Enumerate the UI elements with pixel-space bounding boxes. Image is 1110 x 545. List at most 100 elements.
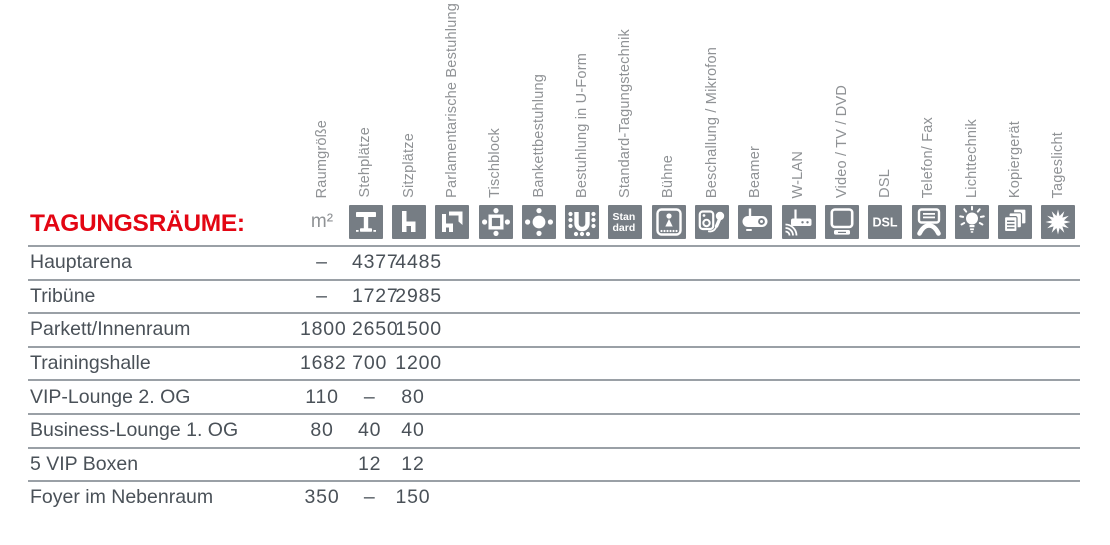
table-row: Business-Lounge 1. OG 80 40 40 [28,412,1080,447]
table-row: VIP-Lounge 2. OG 110 – 80 [28,379,1080,413]
stage-icon [651,205,686,239]
column-header-chair: Sitzplätze [387,0,430,245]
value-cell: 12 [401,452,425,475]
standing-table-icon [348,205,383,239]
column-header-copier: Kopiergerät [993,0,1036,245]
value-cell: 1727 [352,284,399,307]
value-cell: 150 [395,486,431,509]
room-name: Trainingshalle [30,352,151,375]
table-row: Foyer im Nebenraum 350–150 [28,480,1080,514]
value-cell: 1800 [300,318,347,341]
room-name: Hauptarena [30,251,132,274]
column-header-fax-phone: Telefon/ Fax [907,0,950,245]
column-label: Stehplätze [357,127,374,198]
column-header-standard-badge: Standard-Tagungstechnik Stan dard [604,0,647,245]
column-label: DSL [876,169,893,198]
value-cell: – [316,251,328,274]
column-header-standing-table: Stehplätze [344,0,387,245]
fax-phone-icon [911,205,946,239]
column-label: Video / TV / DVD [833,84,850,198]
column-label: Tageslicht [1050,131,1067,198]
table-row: Tribüne – 1727 2985 [28,278,1080,313]
value-cell: 4485 [395,251,442,274]
column-label: Kopiergerät [1006,120,1023,198]
value-cell: – [363,385,376,408]
value-cell: 1682 [300,352,347,375]
room-name: 5 VIP Boxen [30,452,139,475]
value-cell: 2985 [395,284,442,307]
value-cell: – [363,486,376,509]
page-title: TAGUNGSRÄUME: [30,209,245,237]
column-header-projector: Beamer [734,0,777,245]
column-header-dsl-badge: DSL DSL [864,0,907,245]
copier-icon [998,205,1033,239]
column-header-speaker-microphone: Beschallung / Mikrofon [690,0,733,245]
column-header-banquet-table: Bankettbestuhlung [517,0,560,245]
table-block-icon [478,205,513,239]
column-header-stage: Bühne [647,0,690,245]
u-form-icon [565,205,600,239]
column-label: Raumgröße [313,119,330,198]
room-name: VIP-Lounge 2. OG [30,385,191,408]
svg-text:Stan: Stan [613,211,636,223]
meeting-rooms-table: TAGUNGSRÄUME: Raumgröße m² Stehplätze Sitzp… [28,0,1080,514]
value-cell: 700 [352,352,388,375]
value-cell: 4377 [352,251,399,274]
value-cell: 12 [358,452,382,475]
svg-text:DSL: DSL [873,216,898,230]
light-bulb-icon [954,205,989,239]
value-cell: 2650 [352,318,399,341]
sun-icon [1041,205,1076,239]
column-label: Bühne [660,155,677,198]
column-header-wifi-router: W-LAN [777,0,820,245]
column-label: Bankettbestuhlung [530,74,547,198]
column-label: Sitzplätze [400,133,417,198]
table-body: Hauptarena – 4377 4485 Tribüne – 1727 2985 Parke… [28,245,1080,514]
unit-m2-label: m² [310,211,334,232]
column-label: Parlamentarische Bestuhlung [443,3,460,198]
column-header-chair-desk: Parlamentarische Bestuhlung [431,0,474,245]
projector-icon [738,205,773,239]
value-cell: 1200 [395,352,442,375]
column-header-monitor: Video / TV / DVD [820,0,863,245]
room-name: Business-Lounge 1. OG [30,419,239,442]
column-label: Beamer [747,146,764,198]
room-name: Foyer im Nebenraum [30,486,214,509]
column-label: Bestuhlung in U-Form [573,52,590,198]
column-label: Tischblock [487,128,504,198]
column-header-area-unit: Raumgröße m² [300,0,344,245]
speaker-microphone-icon [695,205,730,239]
value-cell: 1500 [395,318,442,341]
chair-desk-icon [435,205,470,239]
dsl-badge-icon: DSL [868,205,903,239]
value-cell: 80 [310,419,334,442]
column-header-light-bulb: Lichttechnik [950,0,993,245]
title-cell: TAGUNGSRÄUME: [28,0,300,245]
value-cell: 80 [401,385,425,408]
room-name: Parkett/Innenraum [30,318,191,341]
chair-icon [391,205,426,239]
column-label: Telefon/ Fax [920,116,937,198]
standard-badge-icon: Standard [608,205,643,239]
column-label: Beschallung / Mikrofon [703,46,720,198]
table-row: 5 VIP Boxen 12 12 [28,446,1080,481]
value-cell: 350 [304,486,340,509]
value-cell: 110 [305,385,339,408]
value-cell: 40 [401,419,425,442]
wifi-router-icon [781,205,816,239]
column-header-sun: Tageslicht [1037,0,1080,245]
banquet-table-icon [521,205,556,239]
value-cell: – [316,284,328,307]
value-cell: 40 [358,419,382,442]
column-header-u-form: Bestuhlung in U-Form [560,0,603,245]
column-label: W-LAN [790,150,807,198]
column-label: Lichttechnik [963,119,980,198]
svg-text:dard: dard [613,222,636,234]
room-name: Tribüne [30,284,96,307]
table-row: Trainingshalle 1682 700 1200 [28,345,1080,380]
column-header-table-block: Tischblock [474,0,517,245]
monitor-icon [824,205,859,239]
column-label: Standard-Tagungstechnik [617,28,634,198]
table-row: Parkett/Innenraum 1800 2650 1500 [28,312,1080,346]
